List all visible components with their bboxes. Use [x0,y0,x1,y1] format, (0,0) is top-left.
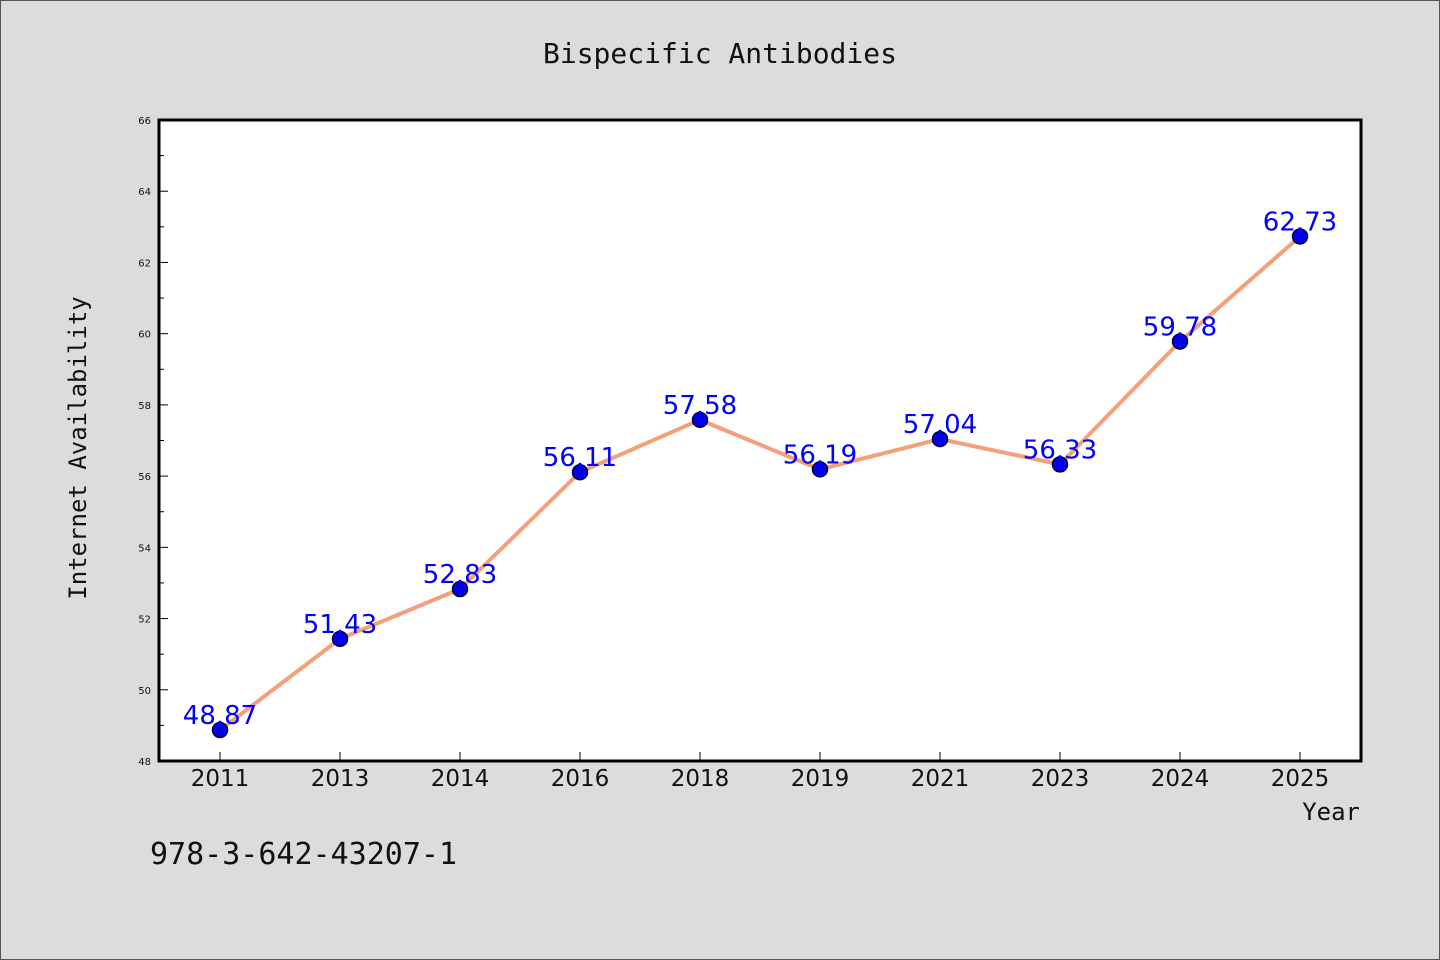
y-tick-label: 64 [138,187,151,198]
data-point-2019 [811,461,829,478]
x-tick-label: 2019 [791,766,850,792]
y-tick-label: 50 [138,686,151,697]
y-tick-label: 60 [138,330,151,341]
data-point-2011 [211,721,229,739]
x-axis: 2011 2013 2014 2016 2018 2019 2021 2023 2024 2025 [191,752,1330,792]
y-axis: 48 50 52 54 56 58 60 62 64 66 [138,116,168,768]
data-point-2024 [1171,333,1189,350]
x-tick-label: 2024 [1151,766,1210,792]
data-points [211,228,1309,739]
data-point-2018 [691,411,709,429]
isbn-annotation: 978-3-642-43207-1 [150,837,457,872]
y-tick-label: 62 [138,258,151,269]
chart-title: Bispecific Antibodies [543,37,897,70]
y-tick-label: 52 [138,615,151,626]
x-tick-label: 2021 [911,766,970,792]
y-tick-label: 66 [138,116,151,127]
y-tick-label: 56 [138,472,151,483]
x-tick-label: 2011 [191,766,250,792]
data-label-2011: 48.87 [183,701,257,731]
series-line [218,234,1302,732]
plot-area [157,118,1363,763]
data-label-2014: 52.83 [423,560,497,590]
data-label-2019: 56.19 [783,440,857,470]
x-tick-label: 2016 [551,766,610,792]
data-point-2016 [571,463,589,481]
y-axis-label: Internet Availability [64,296,92,599]
y-tick-label: 48 [138,757,151,768]
y-tick-label: 58 [138,401,151,412]
data-label-2018: 57.58 [663,391,737,421]
x-tick-label: 2025 [1271,766,1330,792]
data-point-2023 [1051,456,1069,473]
x-tick-label: 2023 [1031,766,1090,792]
data-label-2016: 56.11 [543,443,617,473]
data-label-2023: 56.33 [1023,435,1097,465]
data-labels: 48.87 51.43 52.83 56.11 57.58 56.19 57.04 56.33… [183,207,1337,731]
data-point-2014 [451,580,469,598]
x-tick-label: 2013 [311,766,370,792]
data-label-2024: 59.78 [1143,313,1217,343]
data-label-2013: 51.43 [303,610,377,640]
data-point-2021 [931,430,949,448]
x-axis-label: Year [1302,798,1360,826]
x-tick-label: 2014 [431,766,490,792]
x-tick-label: 2018 [671,766,730,792]
data-point-2025 [1291,228,1309,245]
data-point-2013 [331,630,349,648]
data-label-2021: 57.04 [903,410,977,440]
y-tick-label: 54 [138,543,151,554]
data-label-2025: 62.73 [1263,207,1337,237]
